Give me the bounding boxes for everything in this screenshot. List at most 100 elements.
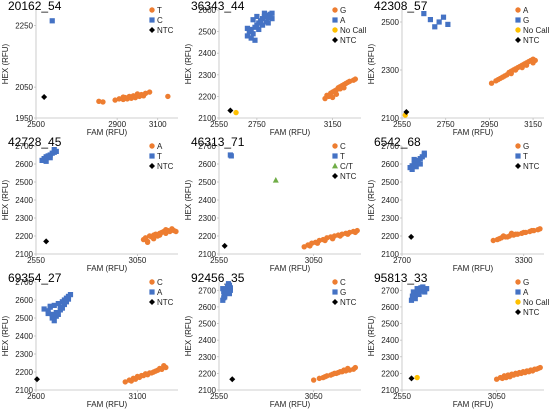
y-tick-label: 2300 <box>15 350 33 359</box>
legend-marker <box>515 153 521 159</box>
data-point <box>49 315 55 321</box>
legend-marker <box>149 7 155 13</box>
data-point <box>122 379 128 385</box>
legend-marker <box>515 279 521 285</box>
legend-entry: NTC <box>340 172 357 181</box>
x-tick-label: 2750 <box>248 120 266 129</box>
data-point <box>244 33 250 39</box>
scatter-chart: 42308_57 2100 2300 2500 2550 2750 2950 3150 FAM … <box>367 0 549 137</box>
y-tick-label: 2500 <box>198 28 216 37</box>
axes <box>400 10 544 120</box>
y-tick-label: 2200 <box>381 232 399 241</box>
data-point <box>519 64 525 71</box>
y-tick-label: 2300 <box>381 66 399 75</box>
axes <box>34 281 178 392</box>
series-ntc <box>229 376 236 383</box>
data-point <box>341 367 347 373</box>
data-point <box>533 366 540 372</box>
series-ntc <box>43 238 50 245</box>
legend-marker <box>332 162 338 169</box>
scatter-panel: 36343_44 2100 2200 2300 2400 2500 2600 2550 2750… <box>183 0 366 137</box>
legend-marker <box>149 17 155 23</box>
legend-entry: A <box>340 16 346 25</box>
y-tick-label: 2100 <box>381 114 399 123</box>
data-point <box>333 370 340 377</box>
y-tick-label: 2600 <box>198 303 216 312</box>
data-point <box>256 26 262 33</box>
data-point <box>414 286 420 292</box>
legend-marker <box>332 27 338 33</box>
data-point <box>173 228 179 235</box>
series-ntc <box>227 107 234 114</box>
scatter-panel: 69354_27 2100 2200 2300 2400 2500 2600 2700 2600… <box>0 271 183 409</box>
series-t <box>96 89 171 105</box>
legend-marker <box>149 143 155 149</box>
data-point <box>254 13 260 20</box>
x-tick-label: 3300 <box>515 256 533 265</box>
data-point <box>223 288 230 294</box>
data-point <box>411 156 417 163</box>
data-point <box>420 284 426 290</box>
axes <box>400 282 544 392</box>
series-g <box>220 281 233 303</box>
x-tick-label: 3050 <box>488 392 506 401</box>
scatter-chart: 6542_68 2100 2200 2300 2400 2500 2600 2700 2700 3… <box>367 135 544 273</box>
data-point <box>150 236 157 242</box>
x-tick-label: 2600 <box>27 392 45 401</box>
y-tick-label: 2500 <box>381 178 399 187</box>
y-tick-label: 2300 <box>381 214 399 223</box>
y-tick-label: 2400 <box>381 196 399 205</box>
legend-entry: C <box>340 142 346 151</box>
data-point <box>490 237 496 244</box>
legend-entry: C <box>157 16 163 25</box>
data-point <box>226 291 233 297</box>
data-point <box>233 109 239 116</box>
legend-marker <box>515 309 521 315</box>
y-axis-label: HEX (RFU) <box>184 43 193 84</box>
x-axis-label: FAM (RFU) <box>87 264 128 273</box>
data-point <box>59 305 65 311</box>
y-tick-label: 2700 <box>198 286 216 295</box>
series-a <box>244 10 275 43</box>
data-point <box>436 19 442 25</box>
y-axis-label: HEX (RFU) <box>184 315 193 356</box>
y-tick-label: 2100 <box>198 114 216 123</box>
y-tick-label: 2600 <box>381 160 399 169</box>
legend-entry: T <box>340 152 345 161</box>
data-point <box>410 289 416 295</box>
scatter-panel: 95813_33 2100 2200 2300 2400 2500 2600 2700 2550… <box>366 271 549 409</box>
data-point <box>265 14 271 21</box>
y-tick-label: 2500 <box>15 178 33 187</box>
legend-marker <box>332 153 338 159</box>
series-c <box>49 18 55 24</box>
legend-entry: NTC <box>523 162 540 171</box>
x-tick-label: 2900 <box>108 120 126 129</box>
y-tick-label: 2400 <box>15 332 33 341</box>
data-point <box>416 291 422 298</box>
data-point <box>136 374 143 381</box>
y-tick-label: 2700 <box>15 278 33 287</box>
data-point <box>322 237 328 244</box>
data-point <box>100 99 106 105</box>
axes <box>34 145 178 256</box>
series-ntc <box>221 242 228 249</box>
legend-marker <box>515 37 521 43</box>
y-tick-label: 2400 <box>15 196 33 205</box>
data-point <box>307 243 313 249</box>
data-point <box>244 25 250 31</box>
series-no-call <box>414 374 420 381</box>
data-point <box>161 363 167 369</box>
data-point <box>424 286 430 292</box>
data-point <box>261 10 268 16</box>
data-point <box>112 97 118 103</box>
legend-entry: No Call <box>340 26 366 35</box>
scatter-chart: 69354_27 2100 2200 2300 2400 2500 2600 2700 2600… <box>1 271 178 409</box>
series-ntc <box>41 94 48 101</box>
x-axis-label: FAM (RFU) <box>87 400 128 409</box>
chart-title: 42728_45 <box>8 135 62 149</box>
data-point <box>512 67 519 73</box>
